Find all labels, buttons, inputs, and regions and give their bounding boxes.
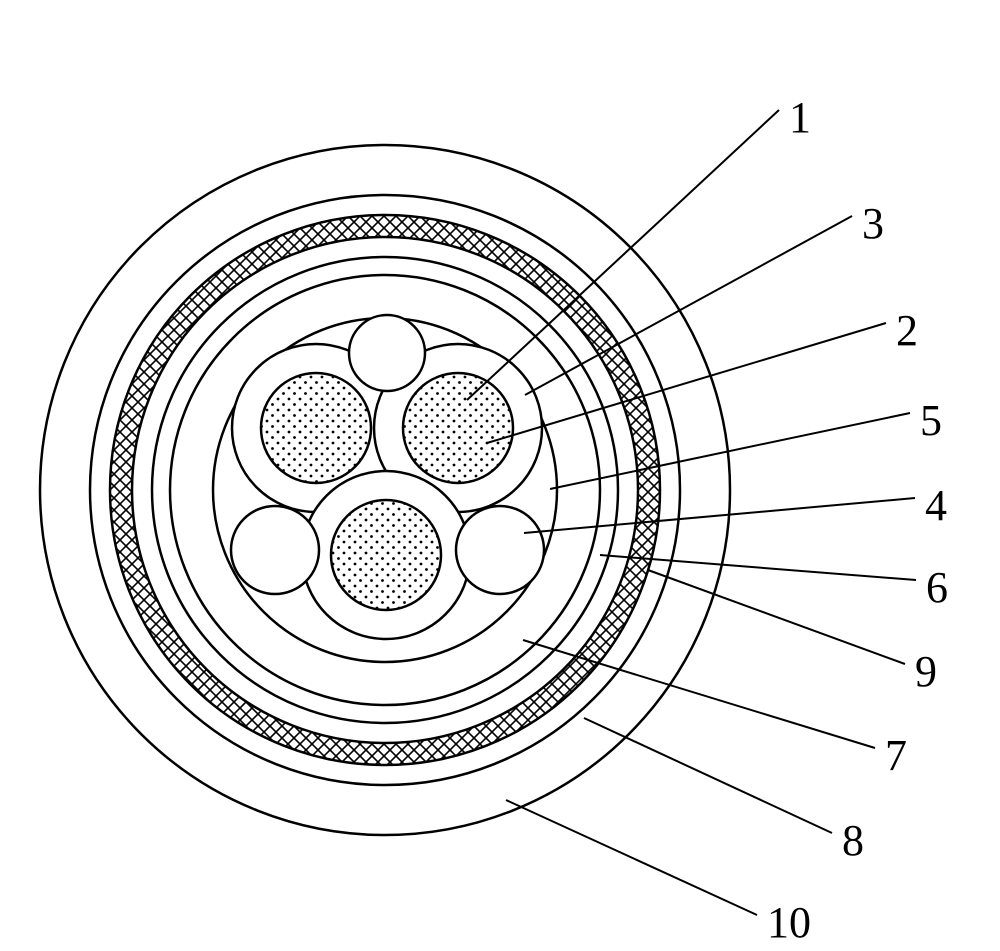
- conductor-core-c-top-left: [261, 373, 371, 483]
- callout-label-5: 5: [920, 395, 942, 446]
- callout-label-6: 6: [926, 562, 948, 613]
- conductor-core-c-bottom: [331, 500, 441, 610]
- cable-cross-section-svg: [0, 0, 1000, 946]
- filler-f-left: [231, 506, 319, 594]
- callout-label-3: 3: [862, 198, 884, 249]
- diagram-container: [0, 0, 1000, 946]
- callout-label-10: 10: [767, 897, 811, 948]
- callout-label-4: 4: [925, 480, 947, 531]
- filler-f-top: [349, 315, 425, 391]
- callout-label-2: 2: [896, 305, 918, 356]
- conductor-core-c-top-right: [403, 373, 513, 483]
- leader-line-10: [506, 800, 757, 915]
- callout-label-7: 7: [885, 730, 907, 781]
- leader-line-8: [584, 718, 832, 833]
- callout-label-8: 8: [842, 815, 864, 866]
- callout-label-9: 9: [915, 646, 937, 697]
- callout-label-1: 1: [789, 92, 811, 143]
- filler-f-right: [456, 506, 544, 594]
